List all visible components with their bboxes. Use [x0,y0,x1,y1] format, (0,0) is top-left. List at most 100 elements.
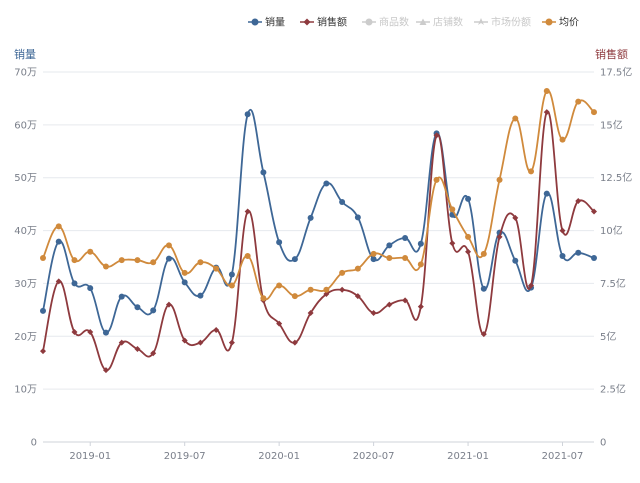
legend-symbol [545,18,553,26]
data-point [134,345,141,352]
legend-item[interactable]: 均价 [542,17,579,29]
data-point [559,136,566,143]
data-point [339,199,346,206]
data-point [118,257,125,264]
data-point [528,168,535,175]
data-point [244,208,251,215]
data-point [575,197,582,204]
data-point [134,304,141,311]
data-point [370,250,377,257]
legend-item[interactable]: 销量 [248,16,285,29]
data-point [354,265,361,272]
legend[interactable]: 销量 销售额 商品数 店铺数 市场份额 均价 [248,16,579,29]
series-line [42,110,595,371]
y-right-tick-label: 15亿 [600,118,623,131]
axes: 销量 销售额 0 0 10万 2.5亿 20万 5亿 30万 7.5亿 40万 10亿 50万 12.… [14,47,632,462]
y-right-tick-label: 5亿 [600,330,616,343]
data-point [118,339,125,346]
data-point [181,269,188,276]
data-point [354,293,361,300]
y-right-tick-label: 2.5亿 [600,383,626,396]
legend-symbol [419,18,427,25]
data-point [512,115,519,122]
grid-lines [43,71,594,443]
data-point [323,286,330,293]
data-point [339,269,346,276]
data-point [165,301,172,308]
data-point [244,111,251,118]
data-point [433,132,440,139]
data-point [512,214,519,221]
series-line [42,108,595,334]
series-lines [40,88,597,374]
data-point [449,206,456,213]
data-point [40,307,46,314]
data-point [71,329,78,336]
data-point [87,285,94,292]
data-point [276,320,283,327]
data-point [71,280,78,287]
data-point [370,310,377,317]
data-point [165,255,172,262]
series-销售额 [40,109,597,374]
data-point [150,259,157,266]
legend-label: 店铺数 [433,16,463,29]
data-point [102,329,109,336]
series-均价 [40,88,597,302]
data-point [417,240,424,247]
data-point [496,233,503,240]
data-point [449,240,456,247]
data-point [575,249,582,256]
legend-symbol [303,18,311,26]
y-right-tick-label: 17.5亿 [600,66,632,79]
data-point [559,252,566,259]
data-point [402,297,409,304]
data-point [291,293,298,300]
data-point [465,233,472,240]
legend-item[interactable]: 销售额 [300,16,347,29]
data-point [197,292,204,299]
data-point [181,279,188,286]
data-point [417,261,424,268]
data-point [480,331,487,338]
y-left-tick-label: 20万 [14,332,37,343]
y-right-tick-label: 10亿 [600,224,623,237]
data-point [417,303,424,310]
data-point [496,176,503,183]
y-left-tick-label: 0 [31,438,37,449]
x-tick-label: 2021-01 [447,451,489,462]
data-point [480,250,487,257]
data-point [465,248,472,255]
data-point [591,109,597,116]
legend-label: 均价 [559,17,579,29]
data-point [386,301,393,308]
data-point [55,223,62,230]
series-销量 [40,108,597,336]
data-point [197,339,204,346]
data-point [575,98,582,105]
data-point [40,348,46,355]
data-point [134,257,141,264]
data-point [197,259,204,266]
data-point [323,291,330,297]
data-point [228,339,235,346]
y-right-tick-label: 12.5亿 [600,171,632,184]
data-point [150,307,157,314]
data-point [102,263,109,270]
data-point [244,252,251,259]
legend-item[interactable]: 店铺数 [416,16,463,29]
data-point [591,208,597,215]
legend-label: 市场份额 [491,16,531,29]
data-point [433,176,440,183]
x-tick-label: 2019-01 [69,451,111,462]
x-tick-label: 2021-07 [542,451,584,462]
left-axis-name: 销量 [14,47,36,61]
legend-symbol [478,18,484,25]
data-point [543,88,550,95]
data-point [402,234,409,241]
y-right-tick-label: 0 [600,438,606,449]
legend-item[interactable]: 商品数 [362,16,409,29]
data-point [543,109,550,116]
legend-item[interactable]: 市场份额 [474,16,531,29]
